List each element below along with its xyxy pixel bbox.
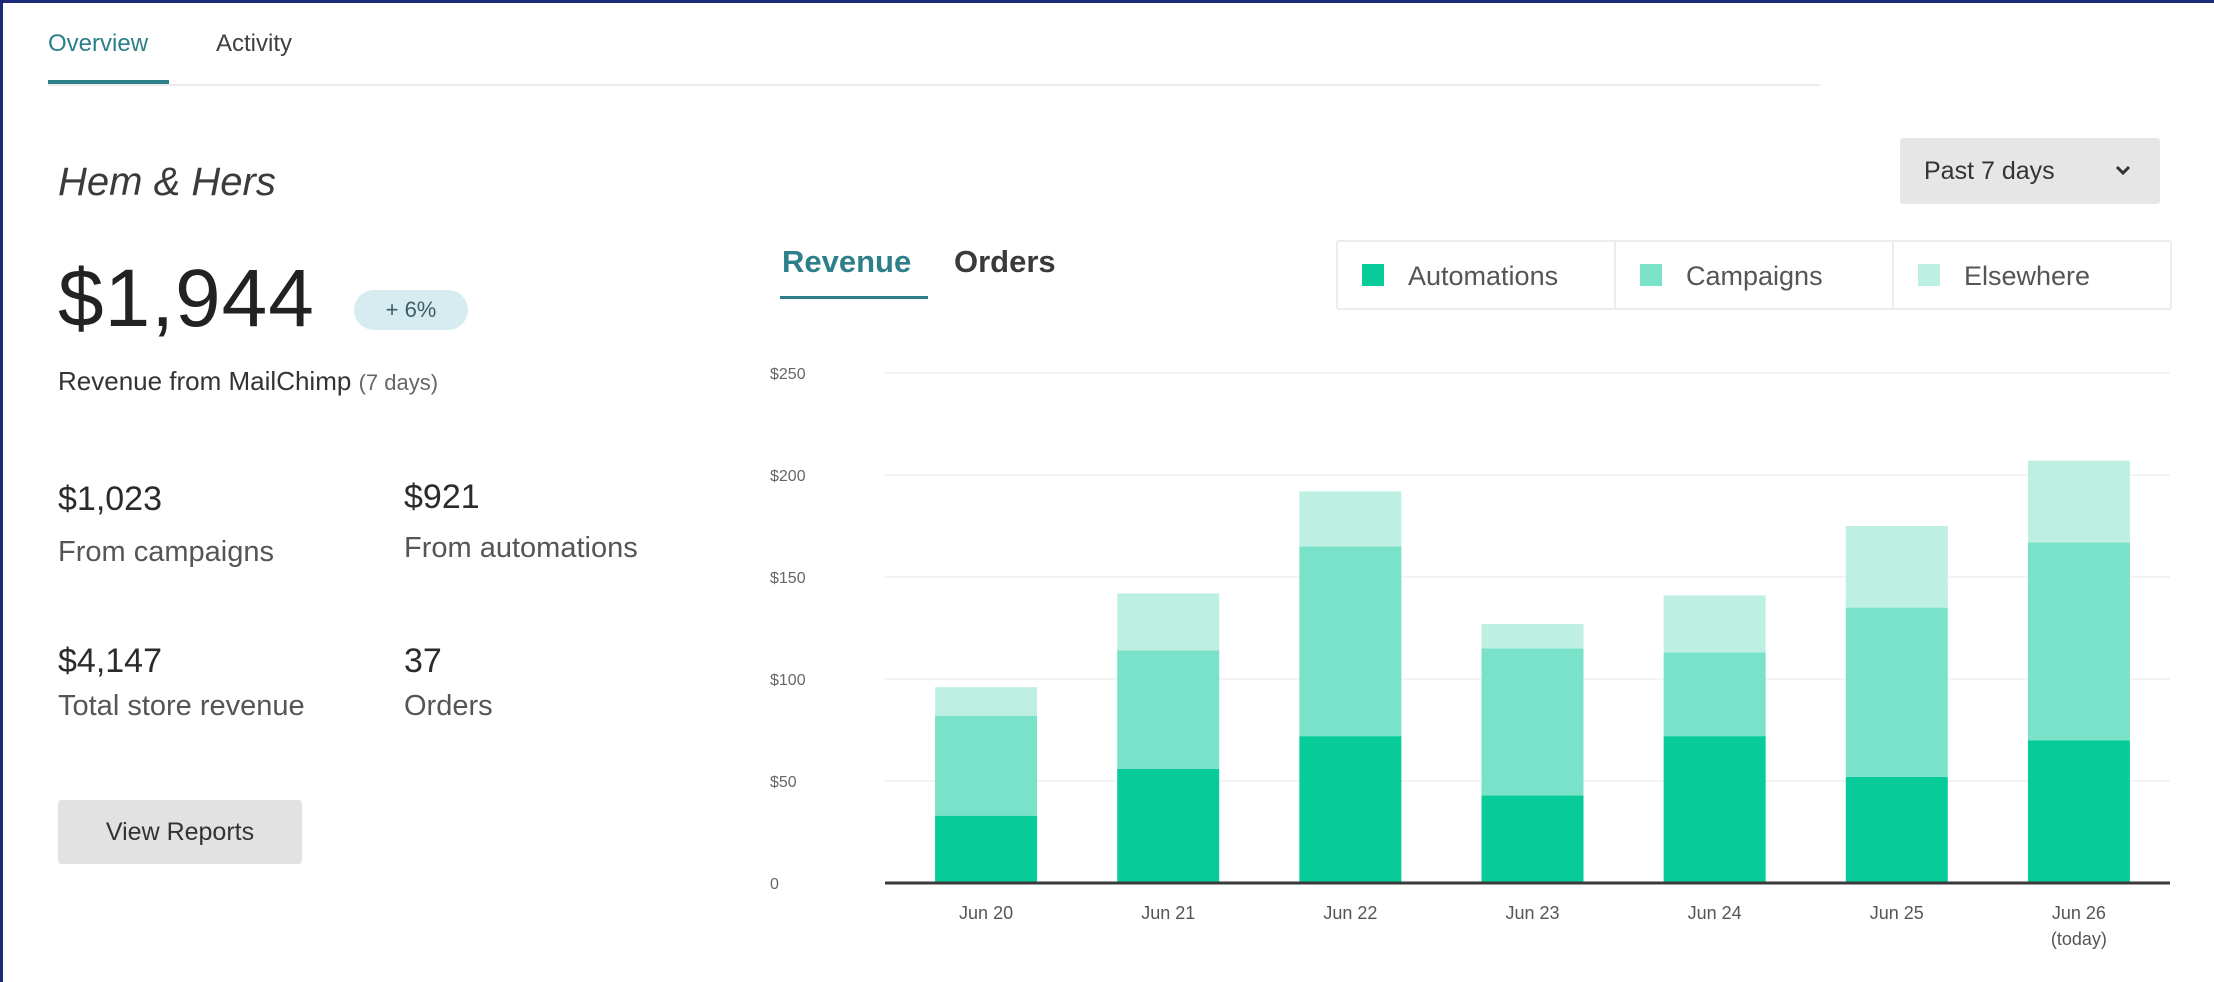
top-tabs: Overview Activity (48, 0, 1820, 86)
x-tick-sublabel: (today) (2051, 929, 2107, 949)
legend-item-campaigns[interactable]: Campaigns (1616, 242, 1892, 308)
y-tick-label: $200 (770, 468, 806, 485)
x-tick-label: Jun 24 (1688, 903, 1742, 923)
legend-divider (1892, 242, 1894, 308)
bar-segment-campaigns (1845, 607, 1948, 777)
legend-divider (1614, 242, 1616, 308)
revenue-caption-days: (7 days) (358, 370, 439, 395)
y-tick-label: 0 (770, 876, 779, 893)
store-name: Hem & Hers (58, 160, 276, 204)
campaigns-revenue-value: $1,023 (58, 480, 162, 518)
bar-segment-elsewhere (935, 687, 1038, 716)
tab-overview[interactable]: Overview (48, 30, 149, 57)
view-reports-button[interactable]: View Reports (58, 800, 302, 864)
tab-activity[interactable]: Activity (216, 30, 293, 57)
bar-segment-elsewhere (1481, 623, 1584, 649)
total-revenue-value: $1,944 (58, 253, 315, 344)
chart-tab-revenue[interactable]: Revenue (782, 244, 912, 279)
bar-segment-campaigns (1663, 652, 1766, 737)
chart-legend: Automations Campaigns Elsewhere (1336, 240, 2172, 310)
chart-tab-orders[interactable]: Orders (954, 244, 1056, 279)
revenue-chart: 0 $50 $100 $150 $200 $250 Jun 20 Jun 21 Jun 22 Ju… (770, 366, 2170, 949)
bar-segment-automations (1663, 736, 1766, 883)
y-tick-label: $50 (770, 774, 797, 791)
bar-segment-automations (2027, 740, 2130, 883)
bar-segment-campaigns (935, 715, 1038, 816)
window-top-border (0, 0, 2214, 3)
bar-segment-elsewhere (1845, 526, 1948, 608)
legend-label-campaigns: Campaigns (1686, 261, 1823, 291)
bar-segment-campaigns (1299, 546, 1402, 737)
bar-segment-elsewhere (1117, 593, 1220, 651)
orders-value: 37 (404, 642, 442, 680)
bar-segment-automations (1117, 768, 1220, 883)
x-tick-label: Jun 20 (959, 903, 1013, 923)
campaigns-revenue-label: From campaigns (58, 536, 274, 568)
automations-revenue-value: $921 (404, 478, 480, 516)
legend-item-elsewhere[interactable]: Elsewhere (1894, 242, 2170, 308)
chevron-down-icon (2115, 165, 2131, 176)
bar-segment-automations (1845, 776, 1948, 883)
y-tick-label: $250 (770, 366, 806, 383)
bar-segment-automations (1299, 736, 1402, 883)
x-tick-label: Jun 25 (1870, 903, 1924, 923)
bar-segment-automations (935, 815, 1038, 883)
automations-revenue-label: From automations (404, 532, 638, 564)
bar-segment-elsewhere (1663, 595, 1766, 653)
x-tick-label: Jun 22 (1323, 903, 1377, 923)
bar-segment-campaigns (1481, 648, 1584, 796)
x-tick-label: Jun 23 (1505, 903, 1559, 923)
store-revenue-label: Total store revenue (58, 690, 305, 722)
window-left-border (0, 0, 3, 982)
bar-segment-campaigns (2027, 542, 2130, 741)
active-tab-indicator (48, 80, 169, 84)
store-revenue-value: $4,147 (58, 642, 162, 680)
legend-swatch-elsewhere (1918, 264, 1940, 286)
date-range-label: Past 7 days (1924, 157, 2055, 185)
bar-segment-campaigns (1117, 650, 1220, 769)
change-badge: + 6% (354, 290, 468, 330)
x-tick-label: Jun 26 (2052, 903, 2106, 923)
orders-label: Orders (404, 690, 493, 722)
legend-label-elsewhere: Elsewhere (1964, 261, 2091, 291)
chart-tab-indicator (780, 296, 928, 299)
revenue-caption-text: Revenue from MailChimp (58, 366, 352, 396)
revenue-caption: Revenue from MailChimp (7 days) (58, 366, 438, 397)
y-tick-label: $100 (770, 672, 806, 689)
date-range-dropdown[interactable]: Past 7 days (1900, 138, 2160, 204)
legend-swatch-automations (1362, 264, 1384, 286)
x-tick-label: Jun 21 (1141, 903, 1195, 923)
legend-item-automations[interactable]: Automations (1338, 242, 1614, 308)
bar-segment-elsewhere (2027, 460, 2130, 543)
bar-segment-elsewhere (1299, 491, 1402, 547)
bar-segment-automations (1481, 795, 1584, 883)
y-tick-label: $150 (770, 570, 806, 587)
legend-label-automations: Automations (1408, 261, 1559, 291)
legend-swatch-campaigns (1640, 264, 1662, 286)
